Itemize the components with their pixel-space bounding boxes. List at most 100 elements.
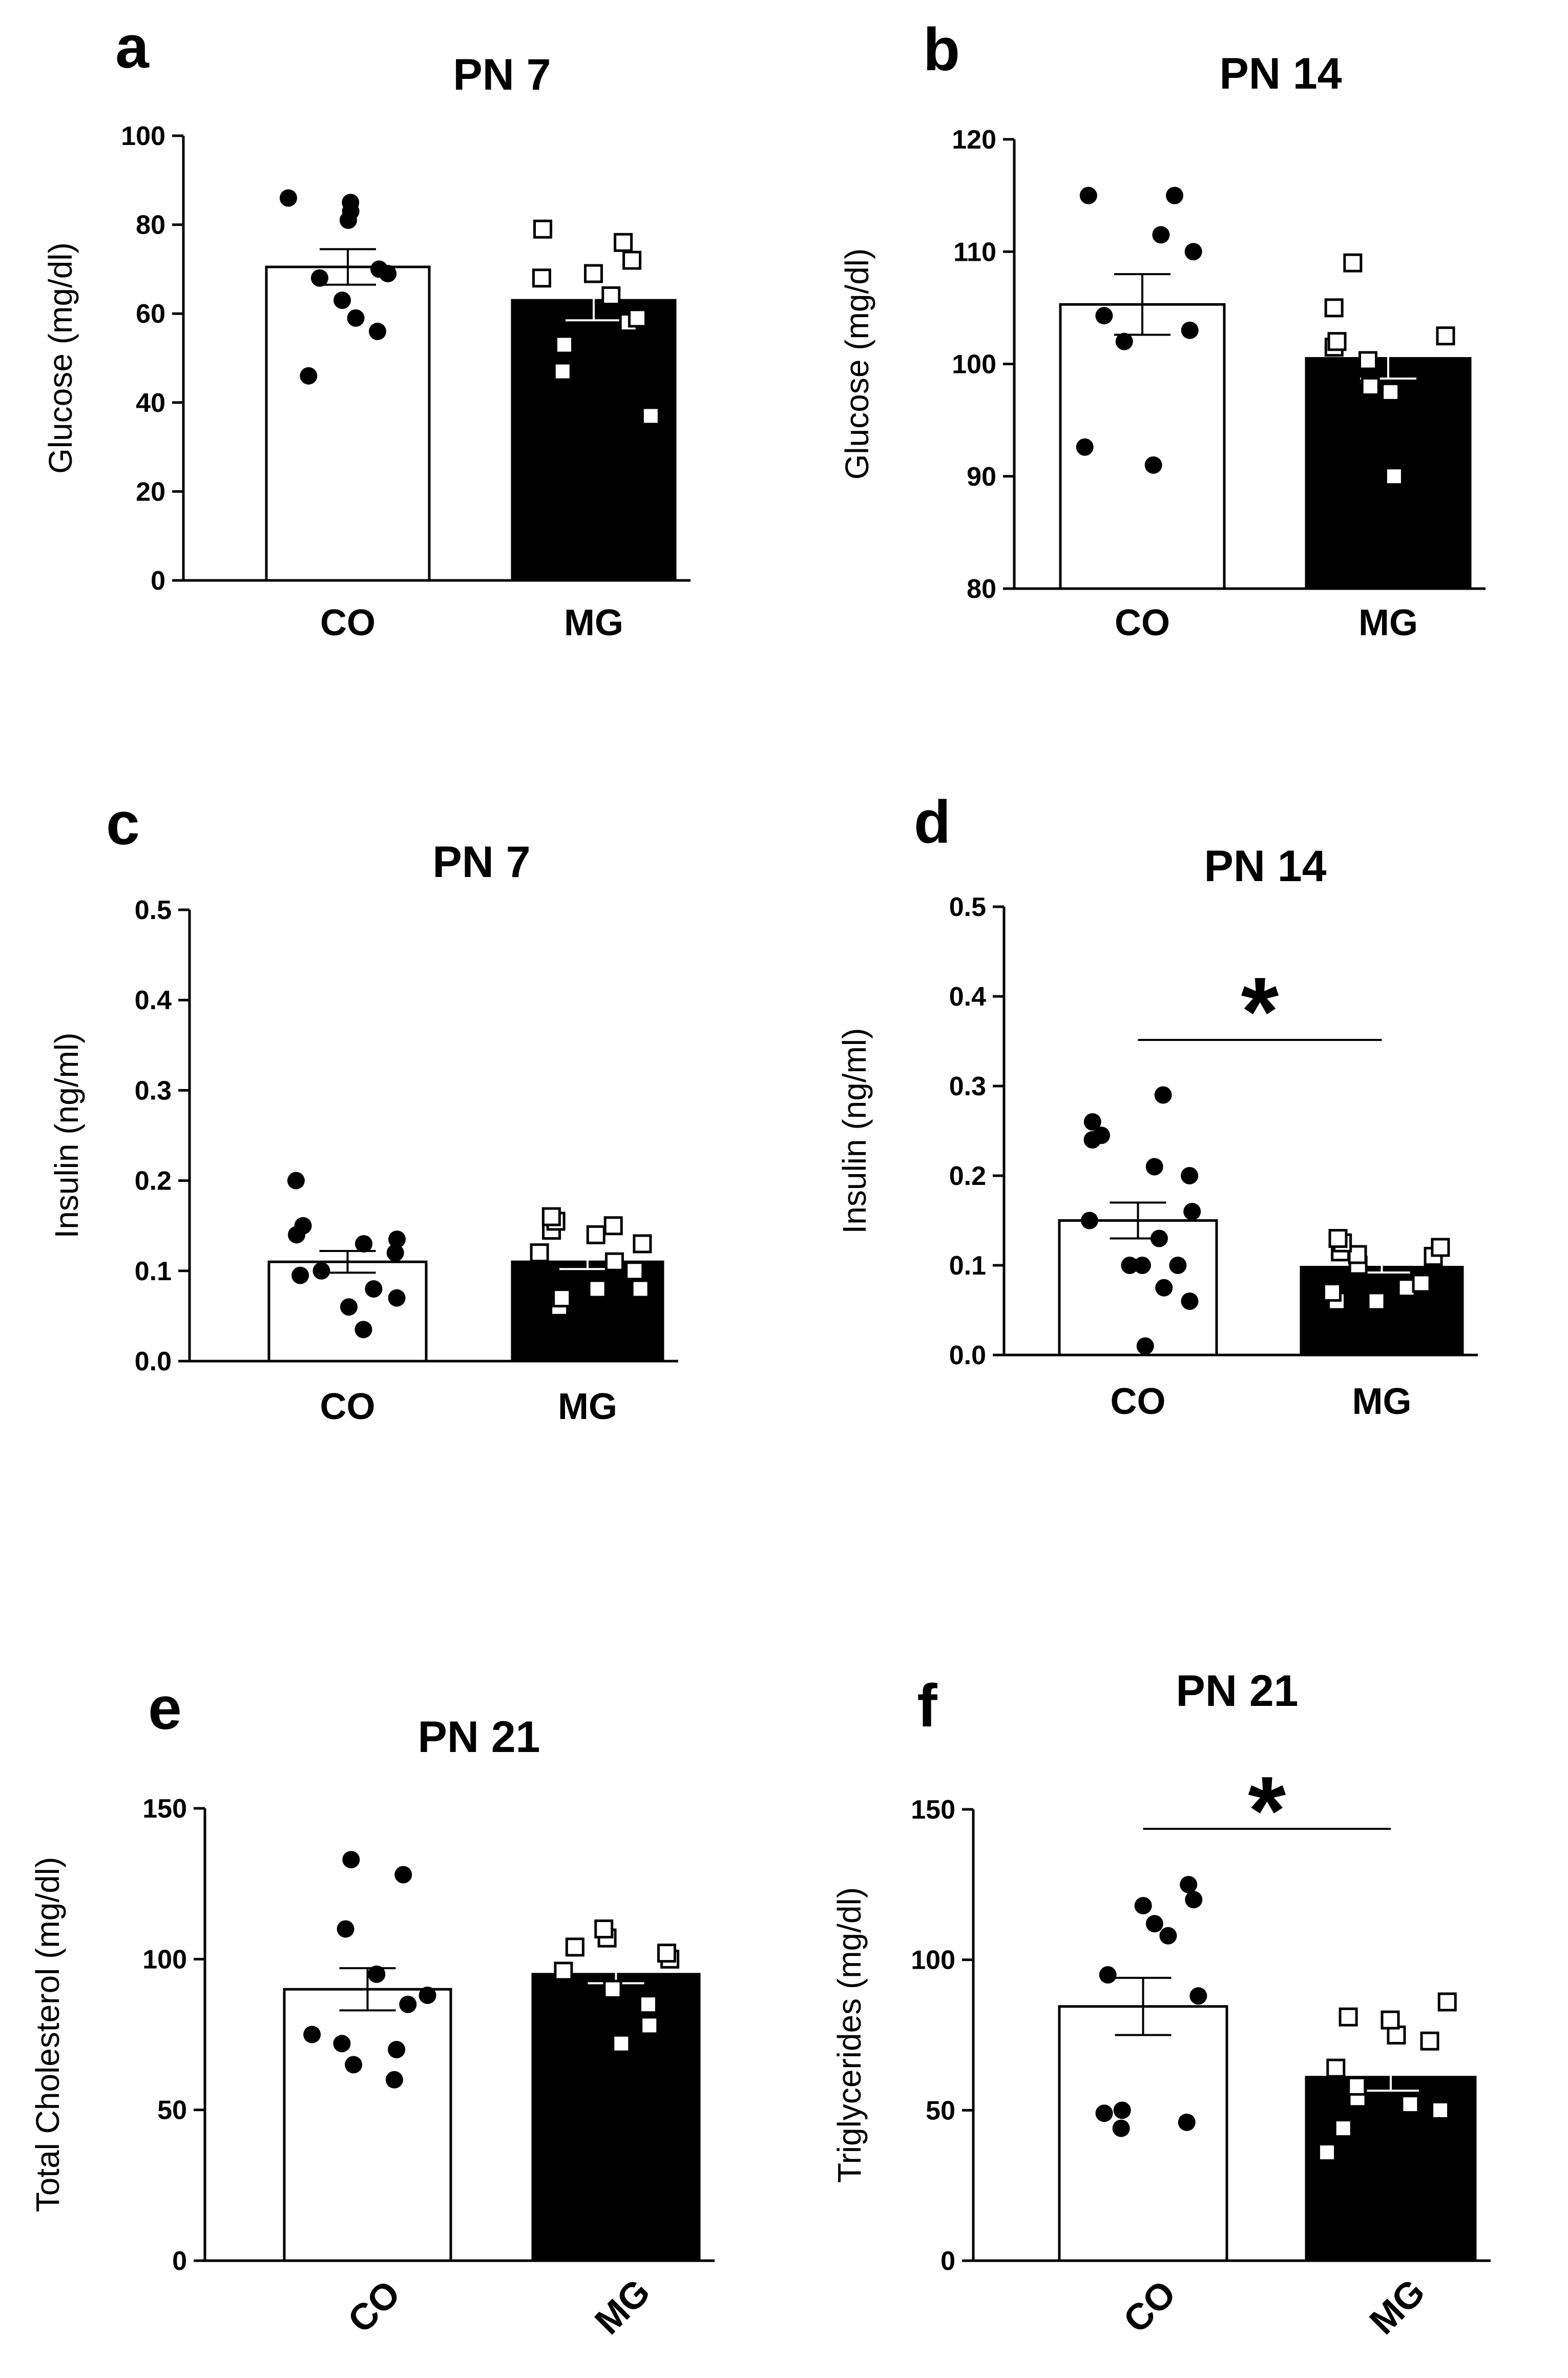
data-point-co bbox=[1092, 1127, 1110, 1144]
y-tick-label: 120 bbox=[952, 125, 996, 155]
data-point-mg bbox=[1318, 2143, 1337, 2162]
y-tick-label: 150 bbox=[142, 1794, 187, 1824]
category-label: CO bbox=[1115, 602, 1170, 643]
data-point-mg bbox=[1358, 351, 1377, 370]
data-point-mg bbox=[603, 1979, 622, 1999]
data-point-co bbox=[1134, 1896, 1152, 1914]
data-point-mg bbox=[1420, 2031, 1439, 2051]
panel-letter: e bbox=[148, 1675, 182, 1742]
data-point-mg bbox=[605, 1252, 624, 1271]
data-point-co bbox=[1159, 1927, 1177, 1945]
significance-star: * bbox=[1248, 1757, 1286, 1865]
bar-mg bbox=[511, 299, 677, 582]
y-tick-label: 100 bbox=[952, 350, 996, 380]
data-point-mg bbox=[1381, 2010, 1400, 2030]
data-point-mg bbox=[541, 1207, 561, 1226]
data-point-co bbox=[388, 1289, 406, 1307]
data-point-mg bbox=[1381, 382, 1400, 402]
panel-letter: a bbox=[115, 13, 150, 81]
data-point-mg bbox=[628, 308, 647, 328]
y-tick-label: 0.5 bbox=[949, 892, 986, 922]
panel-e: e PN 21 0 50 100 150 Total Cholesterol (mg/dl)… bbox=[29, 1675, 715, 2342]
panel-letter: c bbox=[106, 790, 140, 858]
panel-letter: d bbox=[914, 788, 951, 856]
data-point-co bbox=[1189, 1987, 1207, 2005]
data-point-mg bbox=[1436, 326, 1455, 346]
data-point-co bbox=[345, 2056, 363, 2074]
data-point-mg bbox=[1431, 1238, 1450, 1257]
y-tick-label: 0.5 bbox=[135, 895, 172, 925]
y-tick-label: 0 bbox=[151, 566, 165, 596]
data-point-mg bbox=[533, 219, 553, 239]
y-tick-label: 0.0 bbox=[949, 1341, 986, 1370]
data-point-co bbox=[1136, 1337, 1154, 1355]
data-point-co bbox=[1152, 226, 1170, 244]
data-point-mg bbox=[1328, 1229, 1348, 1248]
data-point-mg bbox=[1431, 2100, 1450, 2120]
data-point-mg bbox=[530, 1243, 549, 1263]
data-point-mg bbox=[1324, 298, 1344, 318]
y-axis-label: Insulin (ng/ml) bbox=[836, 1028, 873, 1234]
data-point-mg bbox=[1400, 2095, 1420, 2114]
data-point-mg bbox=[614, 233, 633, 252]
category-label: MG bbox=[1358, 602, 1418, 643]
data-point-co bbox=[279, 189, 297, 207]
data-point-mg bbox=[622, 251, 642, 270]
y-tick-label: 100 bbox=[121, 121, 165, 151]
bar-co bbox=[1058, 2005, 1228, 2262]
y-axis-label: Glucose (mg/dl) bbox=[839, 248, 875, 480]
data-point-co bbox=[369, 322, 387, 340]
y-tick-label: 0.0 bbox=[135, 1347, 172, 1376]
category-label: CO bbox=[340, 2273, 408, 2341]
data-point-co bbox=[303, 2026, 321, 2043]
data-point-co bbox=[1076, 438, 1094, 456]
data-point-co bbox=[310, 269, 328, 287]
data-point-mg bbox=[625, 1261, 644, 1281]
data-point-mg bbox=[584, 264, 603, 283]
category-label: MG bbox=[587, 2271, 658, 2343]
data-point-mg bbox=[1343, 253, 1363, 273]
y-tick-label: 0.2 bbox=[135, 1166, 172, 1196]
data-point-co bbox=[355, 1235, 373, 1253]
data-point-co bbox=[1166, 186, 1184, 204]
y-axis-label: Total Cholesterol (mg/dl) bbox=[29, 1857, 66, 2213]
data-point-mg bbox=[565, 1937, 584, 1957]
y-tick-label: 0.3 bbox=[949, 1072, 986, 1101]
data-point-co bbox=[1185, 1891, 1203, 1909]
y-tick-label: 80 bbox=[136, 211, 165, 240]
category-label: MG bbox=[564, 602, 623, 643]
data-point-mg bbox=[1326, 2058, 1346, 2078]
y-tick-label: 90 bbox=[967, 462, 996, 492]
data-point-co bbox=[1181, 1292, 1199, 1310]
data-point-co bbox=[287, 1172, 305, 1190]
data-point-co bbox=[1184, 243, 1202, 261]
y-tick-label: 150 bbox=[911, 1795, 955, 1825]
y-tick-label: 0 bbox=[172, 2246, 187, 2276]
panel-title: PN 7 bbox=[432, 838, 530, 887]
data-point-co bbox=[1083, 1113, 1101, 1131]
y-tick-label: 50 bbox=[157, 2096, 187, 2125]
data-point-mg bbox=[1384, 467, 1404, 486]
bar-mg bbox=[1300, 1266, 1464, 1357]
data-point-co bbox=[394, 1866, 412, 1884]
y-tick-label: 0.4 bbox=[135, 986, 172, 1015]
data-point-co bbox=[337, 1920, 354, 1938]
data-point-co bbox=[354, 1321, 372, 1339]
data-point-co bbox=[385, 2071, 403, 2089]
data-point-mg bbox=[1437, 1992, 1457, 2012]
data-point-mg bbox=[552, 1288, 572, 1308]
y-tick-label: 0.1 bbox=[949, 1251, 986, 1281]
data-point-mg bbox=[586, 1225, 605, 1244]
data-point-co bbox=[1178, 2113, 1196, 2131]
panel-letter: b bbox=[923, 16, 960, 84]
data-point-co bbox=[1154, 1086, 1172, 1104]
data-point-co bbox=[399, 1995, 417, 2013]
data-point-mg bbox=[1347, 2076, 1367, 2096]
data-point-co bbox=[419, 1986, 436, 2004]
category-label: CO bbox=[1111, 1381, 1166, 1422]
panel-a: a PN 7 0 20 40 60 80 100 Glucose (mg/dl) CO MG bbox=[42, 13, 691, 643]
y-tick-label: 0.1 bbox=[135, 1257, 172, 1286]
significance-star: * bbox=[1241, 957, 1279, 1066]
panel-title: PN 14 bbox=[1204, 842, 1326, 891]
data-point-co bbox=[1181, 1167, 1199, 1184]
